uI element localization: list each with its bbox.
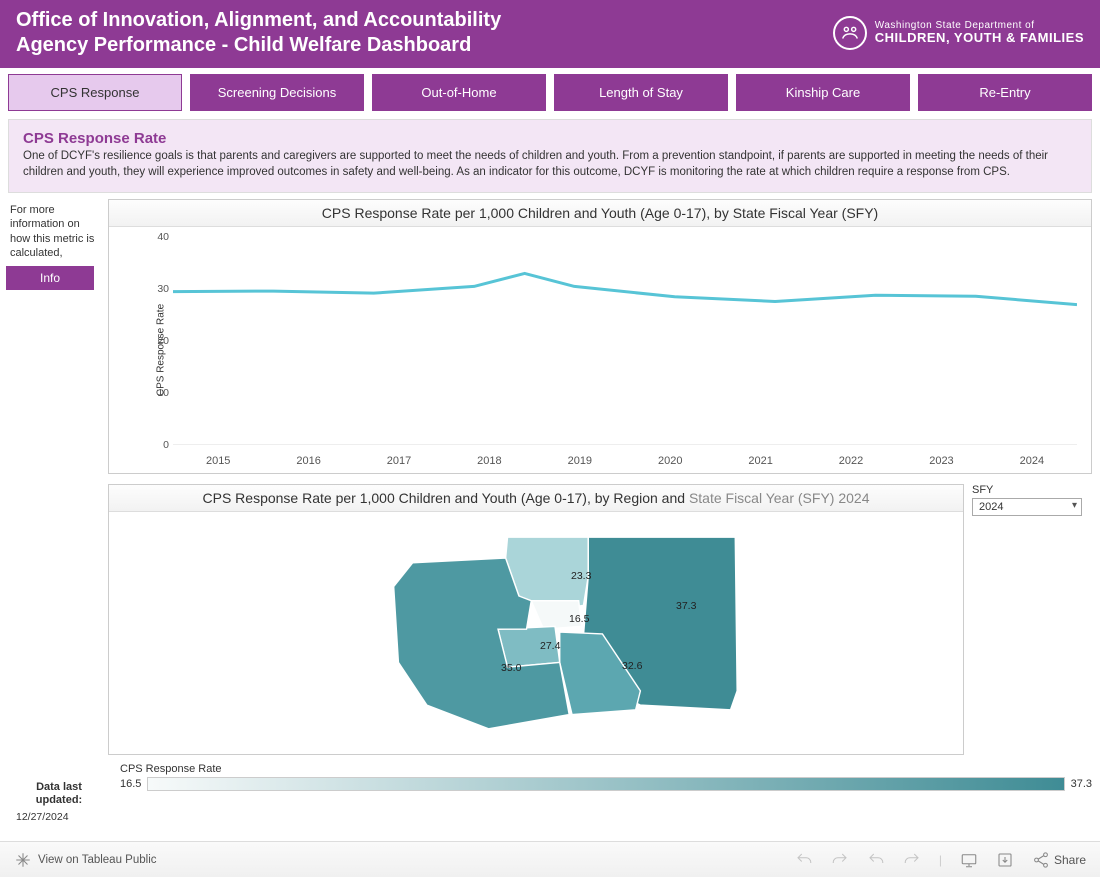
x-tick: 2019: [535, 455, 625, 467]
line-chart-area: CPS Response Rate 010203040 201520162017…: [109, 227, 1091, 473]
x-tick: 2021: [715, 455, 805, 467]
legend-title: CPS Response Rate: [120, 763, 1092, 775]
tab-length-of-stay[interactable]: Length of Stay: [554, 74, 728, 111]
sfy-select[interactable]: 2024: [972, 498, 1082, 516]
map-title-prefix: CPS Response Rate per 1,000 Children and…: [203, 490, 689, 506]
description-panel: CPS Response Rate One of DCYF's resilien…: [8, 119, 1092, 193]
share-label: Share: [1054, 853, 1086, 867]
line-chart-card: CPS Response Rate per 1,000 Children and…: [108, 199, 1092, 474]
tab-re-entry[interactable]: Re-Entry: [918, 74, 1092, 111]
x-tick: 2024: [987, 455, 1077, 467]
data-updated-date: 12/27/2024: [14, 811, 104, 823]
y-tick: 30: [157, 283, 169, 295]
header-title-block: Office of Innovation, Alignment, and Acc…: [16, 8, 501, 58]
map-region-value: 16.5: [569, 613, 589, 625]
x-tick: 2020: [625, 455, 715, 467]
y-ticks: 010203040: [143, 237, 171, 445]
legend-gradient-bar: [147, 777, 1064, 791]
map-region-value: 35.0: [501, 662, 521, 674]
download-icon[interactable]: [996, 851, 1014, 869]
logo-text: Washington State Department of CHILDREN,…: [875, 20, 1084, 45]
dashboard-header: Office of Innovation, Alignment, and Acc…: [0, 0, 1100, 68]
line-chart-plot: [173, 237, 1077, 445]
description-body: One of DCYF's resilience goals is that p…: [23, 149, 1077, 180]
view-on-tableau-label: View on Tableau Public: [38, 854, 157, 866]
map-region-value: 27.4: [540, 640, 560, 652]
tab-bar: CPS ResponseScreening DecisionsOut-of-Ho…: [0, 68, 1100, 115]
tab-out-of-home[interactable]: Out-of-Home: [372, 74, 546, 111]
map-chart-title: CPS Response Rate per 1,000 Children and…: [109, 485, 963, 512]
redo-icon[interactable]: [831, 851, 849, 869]
map-area: 37.3 23.3 16.5 27.4 32.6 35.0: [109, 512, 963, 754]
y-tick: 10: [157, 387, 169, 399]
x-tick: 2018: [444, 455, 534, 467]
info-button[interactable]: Info: [6, 266, 94, 290]
sidebar-info-text: For more information on how this metric …: [4, 199, 100, 266]
y-tick: 40: [157, 231, 169, 243]
undo-icon[interactable]: [795, 851, 813, 869]
map-region-value: 32.6: [622, 660, 642, 672]
map-title-year: State Fiscal Year (SFY) 2024: [689, 490, 870, 506]
tab-screening-decisions[interactable]: Screening Decisions: [190, 74, 364, 111]
footer-icons: | Share: [795, 851, 1086, 869]
header-logo: Washington State Department of CHILDREN,…: [833, 16, 1084, 50]
x-tick: 2023: [896, 455, 986, 467]
header-title-line1: Office of Innovation, Alignment, and Acc…: [16, 9, 501, 31]
header-title-line2: Agency Performance - Child Welfare Dashb…: [16, 34, 471, 56]
legend-max: 37.3: [1071, 778, 1092, 790]
view-on-tableau-link[interactable]: View on Tableau Public: [14, 851, 157, 869]
redo-dropdown-icon[interactable]: [903, 851, 921, 869]
description-heading: CPS Response Rate: [23, 130, 1077, 147]
footer-toolbar: View on Tableau Public | Share: [0, 841, 1100, 877]
tab-kinship-care[interactable]: Kinship Care: [736, 74, 910, 111]
logo-text-bottom: CHILDREN, YOUTH & FAMILIES: [875, 31, 1084, 45]
x-axis-labels: 2015201620172018201920202021202220232024: [173, 455, 1077, 467]
x-tick: 2015: [173, 455, 263, 467]
tableau-icon: [14, 851, 32, 869]
x-tick: 2022: [806, 455, 896, 467]
x-tick: 2016: [263, 455, 353, 467]
data-updated-block: Data last updated: 12/27/2024: [14, 781, 104, 823]
x-tick: 2017: [354, 455, 444, 467]
sfy-label: SFY: [972, 484, 1092, 496]
legend-min: 16.5: [120, 778, 141, 790]
y-tick: 0: [163, 439, 169, 451]
undo-dropdown-icon[interactable]: [867, 851, 885, 869]
share-icon: [1032, 851, 1050, 869]
map-legend: CPS Response Rate 16.5 37.3: [120, 763, 1092, 791]
map-region-value: 23.3: [571, 570, 591, 582]
map-region-value: 37.3: [676, 600, 696, 612]
sidebar: For more information on how this metric …: [4, 199, 100, 791]
y-tick: 20: [157, 335, 169, 347]
map-chart-card: CPS Response Rate per 1,000 Children and…: [108, 484, 964, 755]
share-button[interactable]: Share: [1032, 851, 1086, 869]
presentation-icon[interactable]: [960, 851, 978, 869]
sfy-filter-panel: SFY 2024: [972, 484, 1092, 755]
line-chart-title: CPS Response Rate per 1,000 Children and…: [109, 200, 1091, 227]
header-title: Office of Innovation, Alignment, and Acc…: [16, 8, 501, 58]
tab-cps-response[interactable]: CPS Response: [8, 74, 182, 111]
data-updated-label: Data last updated:: [14, 781, 104, 807]
charts-column: CPS Response Rate per 1,000 Children and…: [108, 199, 1092, 791]
dcyf-logo-icon: [833, 16, 867, 50]
